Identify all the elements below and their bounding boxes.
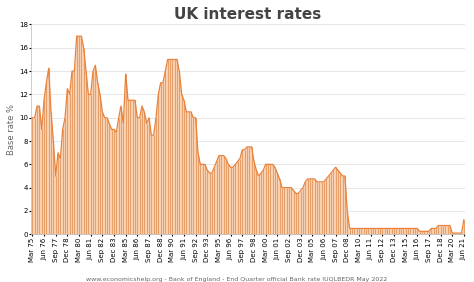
- Text: www.economicshelp.org - Bank of England - End Quarter official Bank rate IUQLBED: www.economicshelp.org - Bank of England …: [86, 277, 388, 282]
- Title: UK interest rates: UK interest rates: [174, 7, 322, 22]
- Y-axis label: Base rate %: Base rate %: [7, 104, 16, 155]
